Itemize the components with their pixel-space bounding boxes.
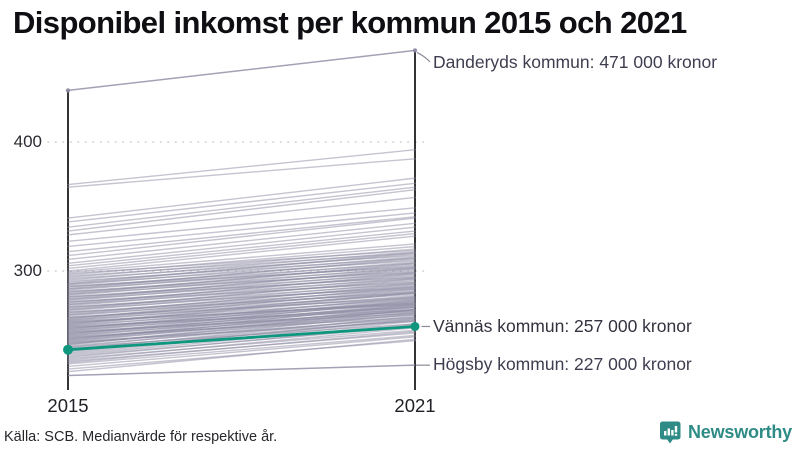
y-axis-tick-400: 400 xyxy=(13,132,42,151)
municipality-line xyxy=(67,207,416,243)
municipality-line xyxy=(67,285,416,320)
municipality-line xyxy=(67,186,416,228)
dot-danderyd-2021 xyxy=(412,48,418,53)
municipality-line xyxy=(67,329,416,360)
municipality-line xyxy=(67,309,416,328)
municipality-line xyxy=(67,271,416,293)
municipality-line xyxy=(67,336,416,368)
municipality-line xyxy=(67,249,416,275)
municipality-line xyxy=(67,254,416,280)
municipality-line xyxy=(67,189,416,232)
municipality-line xyxy=(67,235,416,272)
x-axis-label-2015: 2015 xyxy=(47,395,89,416)
municipality-line xyxy=(67,257,416,283)
municipality-line xyxy=(67,226,416,264)
municipality-line xyxy=(67,303,416,323)
municipality-line xyxy=(67,276,416,298)
municipality-line xyxy=(67,302,416,337)
line-danderyd xyxy=(67,49,416,92)
brand-name: Newsworthy xyxy=(687,421,792,442)
annotation-vannas: Vännäs kommun: 257 000 kronor xyxy=(433,316,692,336)
municipality-line xyxy=(67,334,416,365)
municipality-line xyxy=(67,182,416,223)
chart-speech-bubble-icon xyxy=(659,421,681,443)
municipality-line xyxy=(67,332,416,362)
brand-lockup: Newsworthy xyxy=(658,419,792,445)
municipality-line xyxy=(67,287,416,308)
municipality-line xyxy=(67,316,416,338)
municipality-line xyxy=(67,196,416,236)
dot-vannas-2015 xyxy=(63,344,73,355)
dot-vannas-2021 xyxy=(410,321,420,331)
dot-danderyd-2015 xyxy=(65,88,71,93)
municipality-line xyxy=(67,212,416,248)
municipality-line xyxy=(67,158,416,188)
municipality-line xyxy=(67,217,416,257)
annotation-hogsby: Högsby kommun: 227 000 kronor xyxy=(433,354,692,374)
y-axis-tick-300: 300 xyxy=(13,261,42,280)
municipality-line xyxy=(67,222,416,261)
municipality-line xyxy=(67,339,416,370)
annotation-danderyd: Danderyds kommun: 471 000 kronor xyxy=(433,52,718,72)
municipality-line xyxy=(67,243,416,273)
municipality-line xyxy=(67,230,416,267)
municipality-line xyxy=(67,259,416,285)
municipality-line xyxy=(67,252,416,277)
municipality-line xyxy=(67,232,416,270)
municipality-line xyxy=(67,252,416,285)
municipality-line xyxy=(67,281,416,303)
municipality-line xyxy=(67,177,416,219)
page-title: Disponibel inkomst per kommun 2015 och 2… xyxy=(13,5,687,40)
x-axis-label-2021: 2021 xyxy=(394,395,436,416)
municipality-line xyxy=(67,323,416,348)
line-vannas xyxy=(67,325,416,352)
municipality-line xyxy=(67,149,416,186)
municipality-line xyxy=(67,266,416,288)
municipality-line xyxy=(67,298,416,332)
municipality-line xyxy=(67,320,416,343)
source-note: Källa: SCB. Medianvärde för respektive å… xyxy=(4,429,278,445)
line-hogsby xyxy=(67,364,416,377)
connector-danderyd xyxy=(416,51,431,63)
municipality-line xyxy=(67,216,416,253)
municipality-line xyxy=(67,312,416,333)
